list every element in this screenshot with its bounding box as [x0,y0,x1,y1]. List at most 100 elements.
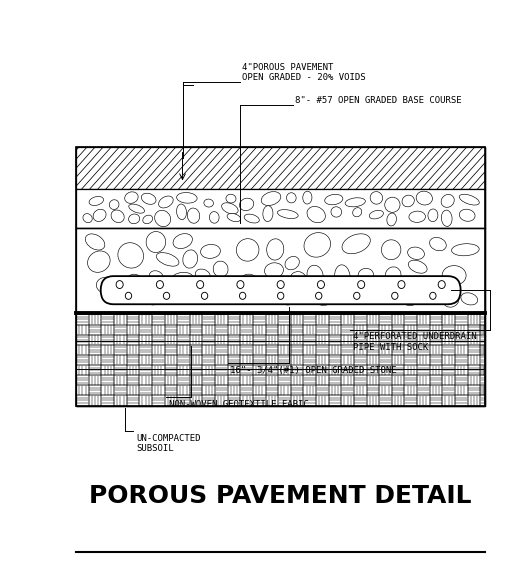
Bar [114,385,127,396]
Bar [203,345,215,355]
Ellipse shape [146,285,162,305]
Bar [468,345,480,355]
Bar [480,365,485,375]
Bar [177,345,190,355]
Bar [215,335,228,345]
Bar [114,325,127,335]
Ellipse shape [459,209,475,222]
Bar [341,345,354,355]
Bar [114,365,127,375]
Ellipse shape [409,211,426,223]
Ellipse shape [173,286,200,299]
Ellipse shape [451,244,479,255]
Bar [240,385,253,396]
Ellipse shape [358,268,373,282]
Bar [266,313,278,314]
Ellipse shape [345,197,366,207]
Bar [404,335,417,345]
Bar [379,385,392,396]
Ellipse shape [325,195,343,205]
Bar [203,335,215,345]
Ellipse shape [118,243,144,268]
Bar [468,314,480,325]
Bar [228,355,240,365]
Bar [203,365,215,375]
Ellipse shape [370,192,382,204]
Ellipse shape [85,234,105,250]
Text: 8"- #57 OPEN GRADED BASE COURSE: 8"- #57 OPEN GRADED BASE COURSE [296,96,462,104]
Bar [480,314,485,325]
Bar [442,314,455,325]
Bar [329,314,341,325]
Bar [304,313,316,314]
Ellipse shape [126,274,142,290]
Bar [190,335,203,345]
Bar [278,314,291,325]
Bar [392,314,404,325]
Bar [203,314,215,325]
Bar [253,355,266,365]
Bar [404,345,417,355]
Bar [329,345,341,355]
Bar [165,365,177,375]
Bar [253,314,266,325]
Bar [417,314,430,325]
Ellipse shape [263,206,273,222]
Bar [329,365,341,375]
Bar [152,313,165,314]
Bar [127,314,139,325]
Bar [76,355,89,365]
Bar [152,325,165,335]
Bar [215,375,228,385]
Bar [468,355,480,365]
Ellipse shape [88,251,110,272]
Bar [354,396,367,406]
Bar [430,365,442,375]
Bar [404,325,417,335]
Bar [430,335,442,345]
Bar [392,375,404,385]
Ellipse shape [442,265,466,285]
Ellipse shape [277,210,298,219]
Bar [404,313,417,314]
Bar [266,345,278,355]
Bar [76,375,89,385]
Bar [139,313,152,314]
Bar [367,375,379,385]
Bar [367,396,379,406]
Ellipse shape [352,207,362,217]
Bar [354,375,367,385]
Ellipse shape [459,195,479,205]
Ellipse shape [307,206,326,223]
Bar [139,355,152,365]
FancyBboxPatch shape [100,276,461,304]
Ellipse shape [183,250,198,268]
Ellipse shape [311,289,332,305]
Bar [89,385,102,396]
Bar [304,385,316,396]
Ellipse shape [428,209,438,222]
Bar [165,345,177,355]
Bar [442,335,455,345]
Bar [367,325,379,335]
Bar [215,345,228,355]
Bar [240,375,253,385]
Bar [228,385,240,396]
Ellipse shape [156,253,179,266]
Ellipse shape [221,203,238,214]
Bar [240,335,253,345]
Bar [455,345,468,355]
Bar [442,313,455,314]
Bar [278,375,291,385]
Bar [177,396,190,406]
Ellipse shape [143,215,153,224]
Bar [455,325,468,335]
Ellipse shape [213,261,228,277]
Bar [291,313,304,314]
Bar [253,313,266,314]
Bar [329,396,341,406]
Bar [127,313,139,314]
PathPatch shape [76,146,485,189]
Ellipse shape [430,237,446,251]
Bar [266,325,278,335]
